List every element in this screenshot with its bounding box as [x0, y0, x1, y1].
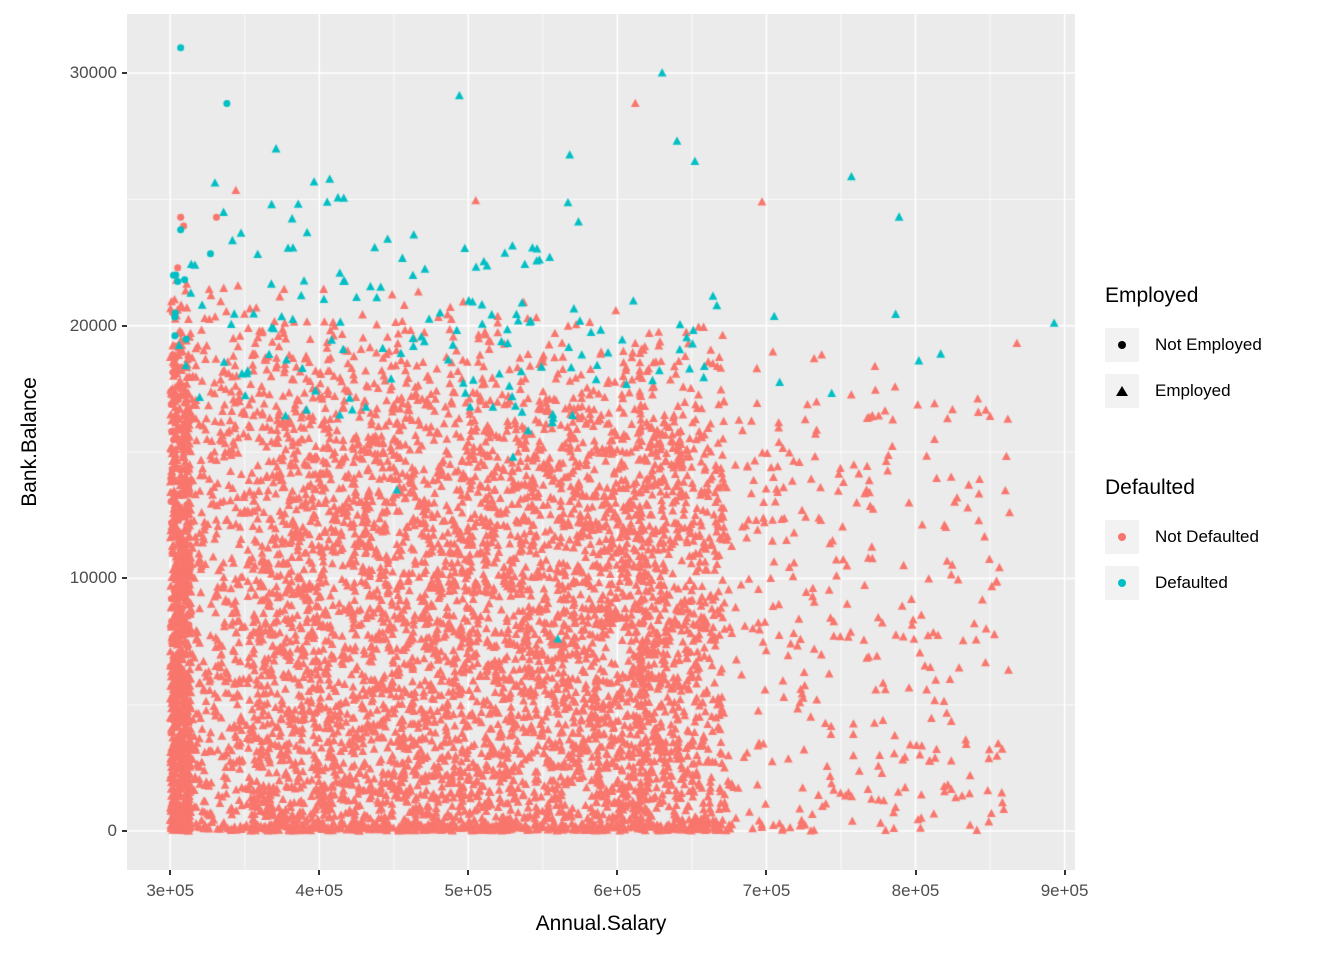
- y-tick-label: 10000: [69, 568, 117, 588]
- legend-defaulted: Defaulted Not Defaulted Defaulted: [1105, 476, 1340, 600]
- legend-label: Not Defaulted: [1155, 527, 1259, 546]
- legend-label: Not Employed: [1155, 335, 1262, 354]
- x-tick-mark: [616, 870, 619, 875]
- legend-defaulted-title: Defaulted: [1105, 476, 1195, 499]
- legend: Employed Not Employed Employed Defaulted…: [1105, 284, 1340, 612]
- x-tick-mark: [467, 870, 470, 875]
- legend-label: Employed: [1155, 381, 1231, 400]
- legend-key: [1105, 566, 1139, 600]
- x-tick-label: 9e+05: [1040, 881, 1089, 900]
- plot-panel: [127, 14, 1075, 870]
- x-tick-mark: [318, 870, 321, 875]
- y-tick-mark: [122, 577, 127, 580]
- legend-item-employed: Employed: [1105, 374, 1340, 408]
- x-tick-mark: [169, 870, 172, 875]
- legend-employed: Employed Not Employed Employed: [1105, 284, 1340, 408]
- y-tick-label: 20000: [69, 315, 117, 335]
- x-tick-mark: [765, 870, 768, 875]
- x-axis-title: Annual.Salary: [535, 912, 667, 935]
- y-tick-mark: [122, 324, 127, 327]
- x-tick-label: 3e+05: [146, 881, 195, 900]
- x-tick-label: 7e+05: [742, 881, 791, 900]
- legend-key: [1105, 520, 1139, 554]
- legend-key: [1105, 328, 1139, 362]
- x-tick-mark: [1063, 870, 1066, 875]
- circle-marker-icon: [1118, 341, 1126, 349]
- y-tick-label: 0: [107, 821, 117, 841]
- scatter-points-canvas: [127, 14, 1075, 870]
- legend-label: Defaulted: [1155, 573, 1228, 592]
- x-tick-label: 6e+05: [593, 881, 642, 900]
- y-tick-mark: [122, 830, 127, 833]
- y-tick-mark: [122, 72, 127, 75]
- not-defaulted-color-icon: [1118, 533, 1126, 541]
- y-axis-title: Bank.Balance: [18, 377, 41, 507]
- x-tick-label: 4e+05: [295, 881, 344, 900]
- x-tick-mark: [914, 870, 917, 875]
- defaulted-color-icon: [1118, 579, 1126, 587]
- legend-item-not-defaulted: Not Defaulted: [1105, 520, 1340, 554]
- legend-key: [1105, 374, 1139, 408]
- triangle-marker-icon: [1116, 386, 1128, 396]
- legend-employed-title: Employed: [1105, 284, 1199, 307]
- x-tick-label: 5e+05: [444, 881, 493, 900]
- legend-item-defaulted: Defaulted: [1105, 566, 1340, 600]
- x-tick-label: 8e+05: [891, 881, 940, 900]
- y-tick-label: 30000: [69, 63, 117, 83]
- legend-item-not-employed: Not Employed: [1105, 328, 1340, 362]
